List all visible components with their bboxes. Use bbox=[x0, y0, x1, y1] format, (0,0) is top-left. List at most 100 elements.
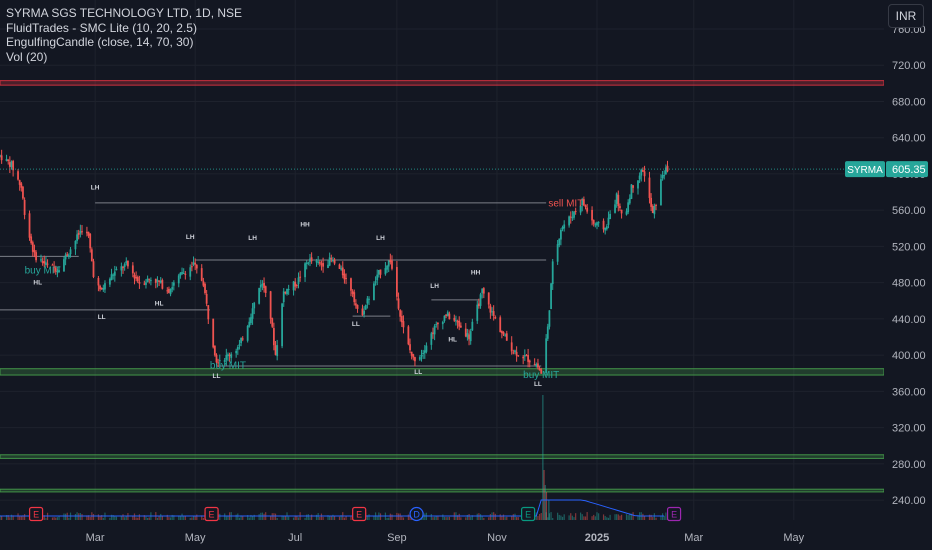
volume-bar bbox=[619, 515, 621, 520]
volume-bar bbox=[614, 514, 616, 520]
volume-bar bbox=[389, 513, 391, 520]
candle-body bbox=[228, 354, 231, 357]
zone-demand bbox=[0, 454, 885, 459]
volume-bar bbox=[58, 515, 60, 520]
volume-bar bbox=[68, 517, 70, 520]
volume-bar bbox=[432, 517, 434, 520]
candle-body bbox=[89, 233, 92, 249]
volume-bar bbox=[483, 517, 485, 520]
volume-bar bbox=[470, 516, 472, 520]
candle-body bbox=[45, 262, 47, 265]
candle-body bbox=[43, 261, 46, 264]
legend-title[interactable]: SYRMA SGS TECHNOLOGY LTD, 1D, NSE bbox=[6, 6, 243, 20]
candle-body bbox=[350, 278, 352, 291]
candle-body bbox=[138, 282, 141, 284]
candle-body bbox=[261, 283, 264, 286]
legend-indicator-engulfing[interactable]: EngulfingCandle (close, 14, 70, 30) bbox=[6, 35, 194, 49]
candle-body bbox=[505, 333, 508, 341]
event-marker-label: D bbox=[413, 510, 420, 520]
candle-body bbox=[86, 231, 88, 234]
candle-body bbox=[31, 242, 34, 252]
volume-bar bbox=[81, 514, 83, 520]
candle-body bbox=[638, 175, 641, 180]
volume-bar bbox=[573, 517, 575, 520]
volume-bar bbox=[561, 516, 564, 520]
candle-body bbox=[476, 304, 479, 321]
candle-body bbox=[482, 288, 485, 294]
candle-body bbox=[625, 211, 628, 215]
volume-bar bbox=[132, 515, 134, 520]
candle-body bbox=[410, 351, 413, 356]
volume-bar bbox=[540, 512, 542, 520]
candle-body bbox=[409, 344, 411, 351]
zone-demand bbox=[0, 488, 885, 493]
candle-body bbox=[432, 332, 434, 334]
candle-body bbox=[464, 328, 467, 337]
legend-indicator-fluidtrades[interactable]: FluidTrades - SMC Lite (10, 20, 2.5) bbox=[6, 20, 197, 35]
volume-bar bbox=[607, 517, 610, 520]
volume-bar bbox=[332, 514, 334, 520]
candle-body bbox=[0, 155, 3, 161]
volume-bar bbox=[476, 513, 478, 520]
candle-body bbox=[223, 360, 226, 362]
candle-body bbox=[190, 266, 193, 268]
volume-bar bbox=[368, 514, 370, 520]
candle-body bbox=[112, 274, 115, 276]
x-tick-label: 2025 bbox=[585, 532, 609, 544]
volume-bar bbox=[630, 513, 633, 520]
candle-body bbox=[30, 236, 33, 244]
candle-body bbox=[92, 261, 95, 277]
event-marker-label: E bbox=[209, 510, 215, 520]
candle-body bbox=[620, 209, 623, 214]
candle-body bbox=[487, 292, 490, 305]
volume-bar bbox=[445, 517, 447, 520]
candle-body bbox=[584, 205, 587, 208]
candle-body bbox=[504, 334, 507, 336]
volume-bar bbox=[133, 513, 136, 520]
volume-bar bbox=[79, 513, 81, 520]
volume-bar bbox=[1, 515, 3, 520]
volume-bar bbox=[53, 517, 55, 520]
volume-bar bbox=[127, 513, 129, 520]
earnings-marker-icon bbox=[521, 506, 536, 522]
volume-spike bbox=[544, 485, 546, 520]
volume-bars bbox=[0, 395, 669, 520]
x-axis[interactable]: Mar May Jul Sep Nov 2025 Mar May bbox=[86, 532, 805, 544]
candle-body bbox=[281, 303, 283, 347]
volume-bar bbox=[447, 517, 449, 520]
candle-body bbox=[663, 175, 666, 177]
candle-body bbox=[99, 285, 101, 290]
candle-body bbox=[648, 177, 651, 198]
volume-bar bbox=[489, 514, 491, 520]
zones bbox=[0, 80, 885, 493]
candle-body bbox=[546, 326, 549, 339]
candle-body bbox=[527, 355, 530, 362]
candle-body bbox=[468, 334, 470, 340]
volume-bar bbox=[338, 516, 341, 520]
candle-body bbox=[453, 317, 456, 321]
volume-bar bbox=[571, 515, 573, 520]
candles bbox=[0, 149, 669, 376]
swing-label: LH bbox=[376, 235, 385, 242]
candle-body bbox=[540, 369, 543, 374]
currency-button[interactable]: INR bbox=[888, 4, 924, 28]
candle-body bbox=[435, 324, 438, 326]
candle-body bbox=[341, 267, 344, 276]
candle-body bbox=[489, 305, 492, 313]
candle-body bbox=[35, 252, 37, 261]
volume-bar bbox=[158, 515, 160, 520]
legend-indicator-volume[interactable]: Vol (20) bbox=[6, 49, 48, 64]
candle-body bbox=[284, 292, 287, 294]
candle-body bbox=[661, 175, 664, 179]
candle-body bbox=[602, 220, 605, 230]
candle-body bbox=[259, 284, 262, 288]
volume-bar bbox=[281, 515, 283, 520]
y-axis[interactable]: 240.00 280.00 320.00 360.00 400.00 440.00 480.… bbox=[884, 0, 932, 550]
y-tick-label: 520.00 bbox=[892, 241, 926, 253]
candle-body bbox=[515, 351, 518, 356]
volume-bar bbox=[250, 514, 252, 520]
volume-bar bbox=[386, 517, 388, 520]
volume-bar bbox=[189, 517, 191, 520]
